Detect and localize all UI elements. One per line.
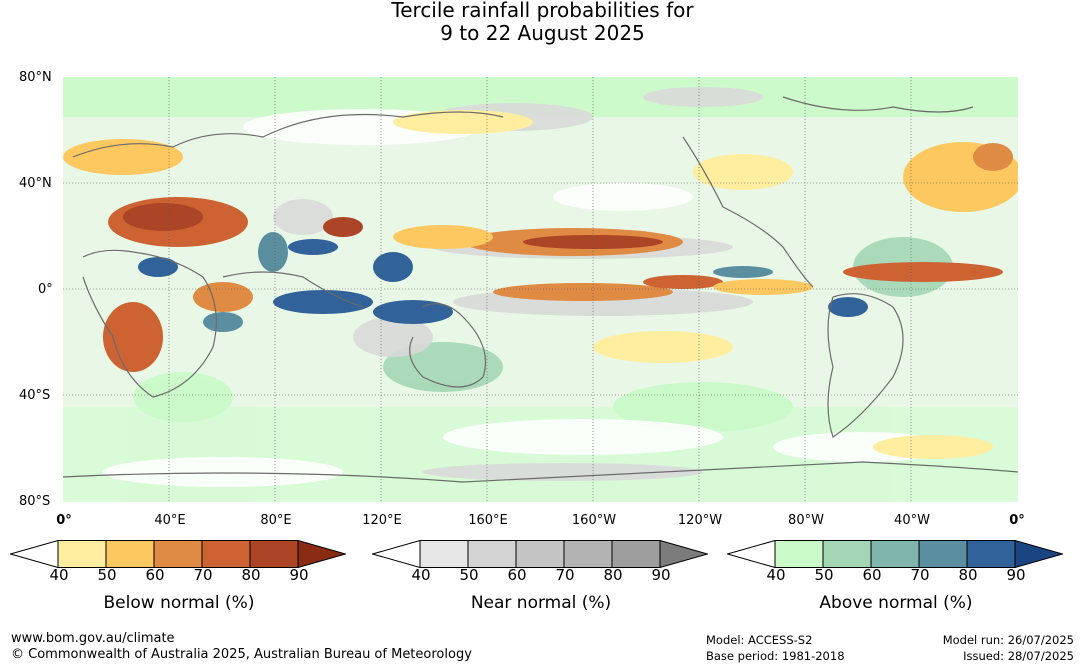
above-tick: 80 (958, 566, 978, 584)
below-colorbar-segment (57, 540, 107, 568)
below-tick: 90 (289, 566, 309, 584)
lon-label-80w: 80°W (788, 513, 824, 528)
below-normal-title: Below normal (%) (103, 593, 255, 613)
below-colorbar-segment (105, 540, 155, 568)
below-tick: 80 (241, 566, 261, 584)
above-tick: 70 (910, 566, 930, 584)
below-colorbar-segment (201, 540, 251, 568)
near-colorbar-segment (611, 540, 661, 568)
copyright-text: © Commonwealth of Australia 2025, Austra… (11, 647, 472, 662)
above-colorbar-high-arrow (1014, 540, 1063, 568)
above-normal-title: Above normal (%) (819, 593, 973, 613)
near-normal-colorbar (372, 540, 708, 568)
near-colorbar-low-arrow (372, 540, 421, 568)
below-tick: 70 (193, 566, 213, 584)
below-colorbar-segment (153, 540, 203, 568)
lon-label-120w: 120°W (677, 513, 723, 528)
near-tick: 90 (651, 566, 671, 584)
model-run-date: Model run: 26/07/2025 (942, 633, 1074, 647)
lon-label-0-right: 0° (1009, 513, 1025, 528)
near-colorbar-segment (515, 540, 565, 568)
near-colorbar-segment (419, 540, 469, 568)
model-name: Model: ACCESS-S2 (706, 633, 813, 647)
near-colorbar-segment (563, 540, 613, 568)
lat-label-40s: 40°S (19, 388, 51, 403)
near-colorbar-svg (372, 540, 708, 568)
above-tick: 50 (814, 566, 834, 584)
lat-label-equator: 0° (38, 282, 53, 297)
below-colorbar-segment (249, 540, 299, 568)
near-colorbar-high-arrow (659, 540, 708, 568)
below-tick: 50 (97, 566, 117, 584)
near-tick: 50 (459, 566, 479, 584)
above-tick: 90 (1006, 566, 1026, 584)
below-tick: 60 (145, 566, 165, 584)
above-tick: 60 (862, 566, 882, 584)
lat-label-80n: 80°N (19, 70, 52, 85)
above-tick: 40 (766, 566, 786, 584)
near-tick: 60 (507, 566, 527, 584)
below-colorbar-svg (10, 540, 346, 568)
map-title-line-1: Tercile rainfall probabilities for (391, 0, 694, 22)
lon-label-160e: 160°E (468, 513, 508, 528)
below-tick: 40 (49, 566, 69, 584)
below-normal-colorbar (10, 540, 346, 568)
coastlines (63, 96, 1018, 483)
graticule (63, 77, 1018, 502)
above-colorbar-segment (870, 540, 920, 568)
map-canvas (63, 77, 1018, 502)
above-colorbar-segment (918, 540, 968, 568)
probability-map (63, 77, 1018, 502)
near-colorbar-segment (467, 540, 517, 568)
near-tick: 70 (555, 566, 575, 584)
issued-date: Issued: 28/07/2025 (963, 649, 1074, 663)
near-tick: 40 (411, 566, 431, 584)
lat-label-40n: 40°N (19, 176, 52, 191)
map-title-line-2: 9 to 22 August 2025 (440, 21, 645, 45)
lon-label-0-left: 0° (56, 513, 72, 528)
base-period: Base period: 1981-2018 (706, 649, 845, 663)
near-tick: 80 (603, 566, 623, 584)
above-colorbar-segment (822, 540, 872, 568)
lon-label-160w: 160°W (571, 513, 617, 528)
lon-label-80e: 80°E (260, 513, 292, 528)
lon-label-40e: 40°E (154, 513, 186, 528)
above-colorbar-svg (727, 540, 1063, 568)
above-colorbar-low-arrow (727, 540, 776, 568)
lat-label-80s: 80°S (19, 494, 51, 509)
above-normal-colorbar (727, 540, 1063, 568)
below-colorbar-high-arrow (297, 540, 346, 568)
above-normal-blue (138, 232, 868, 332)
lon-label-40w: 40°W (894, 513, 930, 528)
below-colorbar-low-arrow (10, 540, 59, 568)
near-normal-title: Near normal (%) (470, 593, 612, 613)
website-link[interactable]: www.bom.gov.au/climate (11, 631, 175, 646)
above-colorbar-segment (774, 540, 824, 568)
above-colorbar-segment (966, 540, 1016, 568)
below-normal-shading (63, 110, 1018, 459)
lon-label-120e: 120°E (362, 513, 402, 528)
